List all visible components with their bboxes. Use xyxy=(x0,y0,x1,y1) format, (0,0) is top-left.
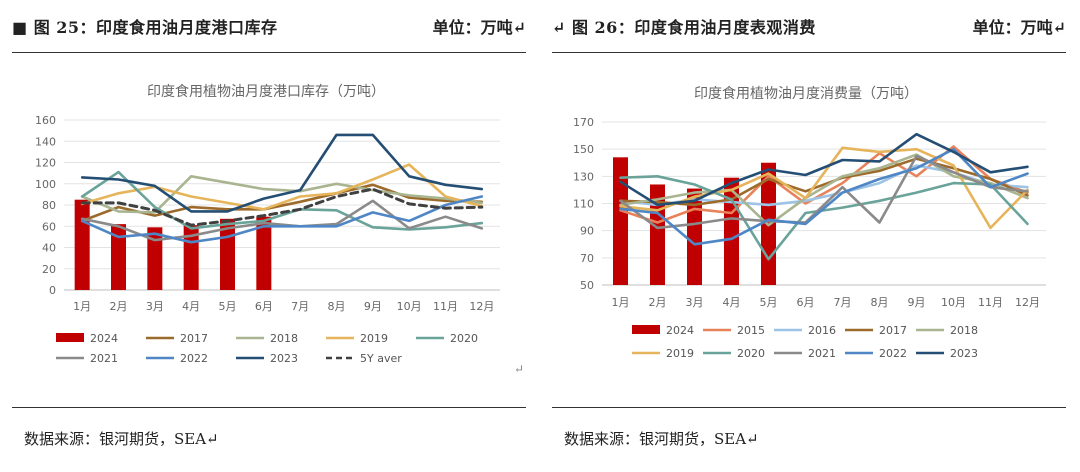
legend-label: 2020 xyxy=(450,332,478,345)
legend-label: 2022 xyxy=(180,352,208,365)
chart-title: 印度食用植物油月度港口库存（万吨） xyxy=(147,83,385,100)
x-tick-label: 10月 xyxy=(397,300,422,313)
series-line-2023 xyxy=(619,132,1029,207)
series-line-2021 xyxy=(80,199,484,242)
y-tick-label: 110 xyxy=(573,198,594,211)
x-tick-label: 11月 xyxy=(978,296,1003,309)
legend-label: 2017 xyxy=(879,324,907,337)
y-tick-label: 170 xyxy=(573,116,594,129)
x-tick-label: 3月 xyxy=(146,300,164,313)
legend-label: 2024 xyxy=(90,332,118,345)
y-tick-label: 160 xyxy=(35,114,56,127)
x-tick-label: 6月 xyxy=(797,296,815,309)
x-tick-label: 11月 xyxy=(433,300,458,313)
bar xyxy=(147,227,163,290)
x-tick-label: 1月 xyxy=(612,296,630,309)
legend-label: 2018 xyxy=(270,332,298,345)
y-tick-label: 100 xyxy=(35,178,56,191)
left-figure-panel: ■ 图 25：印度食用油月度港口库存 单位：万吨↵ 印度食用植物油月度港口库存（… xyxy=(12,10,526,448)
legend-label: 2021 xyxy=(90,352,118,365)
left-figure-header: ■ 图 25：印度食用油月度港口库存 单位：万吨↵ xyxy=(12,10,526,42)
y-tick-label: 140 xyxy=(35,135,56,148)
legend-label: 2024 xyxy=(666,324,694,337)
left-top-rule xyxy=(12,52,526,53)
y-tick-label: 60 xyxy=(42,220,56,233)
x-tick-label: 5月 xyxy=(219,300,237,313)
y-tick-label: 150 xyxy=(573,143,594,156)
legend-label: 5Y aver xyxy=(360,352,402,365)
right-figure-source: 数据来源：银河期货，SEA↵ xyxy=(564,430,759,448)
legend-swatch xyxy=(56,333,84,342)
legend-label: 2016 xyxy=(808,324,836,337)
y-tick-label: 20 xyxy=(42,263,56,276)
series-line-2017 xyxy=(619,157,1029,207)
legend-label: 2022 xyxy=(879,347,907,360)
x-tick-label: 6月 xyxy=(255,300,273,313)
y-tick-label: 90 xyxy=(580,225,594,238)
left-bottom-rule xyxy=(12,407,526,408)
left-figure-source: 数据来源：银河期货，SEA↵ xyxy=(24,430,219,448)
x-tick-label: 9月 xyxy=(364,300,382,313)
x-tick-label: 7月 xyxy=(291,300,309,313)
series-line-5Y-aver xyxy=(80,187,484,227)
y-tick-label: 50 xyxy=(580,279,594,292)
left-figure-title: ■ 图 25：印度食用油月度港口库存 xyxy=(12,18,278,37)
x-tick-label: 8月 xyxy=(871,296,889,309)
right-figure-title: ↵ 图 26：印度食用油月度表观消费 xyxy=(552,18,816,37)
bar xyxy=(74,199,90,290)
legend-label: 2017 xyxy=(180,332,208,345)
x-tick-label: 2月 xyxy=(110,300,128,313)
right-bottom-rule xyxy=(552,407,1066,408)
right-top-rule xyxy=(552,52,1066,53)
right-figure-panel: ↵ 图 26：印度食用油月度表观消费 单位：万吨↵ 印度食用植物油月度消费量（万… xyxy=(540,0,1080,472)
series-line-2018 xyxy=(80,175,484,214)
legend-swatch xyxy=(632,325,660,334)
x-tick-label: 4月 xyxy=(723,296,741,309)
legend-label: 2023 xyxy=(270,352,298,365)
series-line-2020 xyxy=(80,170,484,231)
x-tick-label: 12月 xyxy=(1015,296,1040,309)
bar xyxy=(687,188,702,285)
x-tick-label: 10月 xyxy=(941,296,966,309)
legend-label: 2018 xyxy=(950,324,978,337)
y-tick-label: 40 xyxy=(42,242,56,255)
paragraph-mark-icon: ↵ xyxy=(514,362,525,376)
legend-label: 2019 xyxy=(666,347,694,360)
x-tick-label: 4月 xyxy=(182,300,200,313)
x-tick-label: 3月 xyxy=(686,296,704,309)
series-line-2020 xyxy=(619,175,1029,261)
bar xyxy=(256,216,272,290)
chart-title: 印度食用植物油月度消费量（万吨） xyxy=(694,85,918,102)
x-tick-label: 9月 xyxy=(908,296,926,309)
series-line-2021 xyxy=(619,154,1029,230)
right-figure-header: ↵ 图 26：印度食用油月度表观消费 单位：万吨↵ xyxy=(552,10,1066,42)
series-line-2017 xyxy=(80,183,484,223)
x-tick-label: 1月 xyxy=(73,300,91,313)
legend-label: 2020 xyxy=(737,347,765,360)
legend-label: 2021 xyxy=(808,347,836,360)
x-tick-label: 2月 xyxy=(649,296,667,309)
series-line-2023 xyxy=(80,133,484,213)
series-line-2019 xyxy=(80,163,484,211)
x-tick-label: 12月 xyxy=(469,300,494,313)
port-inventory-chart: 印度食用植物油月度港口库存（万吨） 0 20 40 60 80 100 120 140 160 1月… xyxy=(35,83,500,365)
y-tick-label: 120 xyxy=(35,157,56,170)
legend-label: 2019 xyxy=(360,332,388,345)
bar xyxy=(111,224,126,290)
left-figure-unit: 单位：万吨↵ xyxy=(432,18,526,37)
y-tick-label: 70 xyxy=(580,252,594,265)
y-tick-label: 80 xyxy=(42,199,56,212)
x-tick-label: 8月 xyxy=(328,300,346,313)
x-tick-label: 7月 xyxy=(834,296,852,309)
bar xyxy=(613,157,628,285)
right-figure-unit: 单位：万吨↵ xyxy=(972,18,1066,37)
legend-label: 2015 xyxy=(737,324,765,337)
series-line-2022 xyxy=(80,195,484,244)
consumption-chart: 印度食用植物油月度消费量（万吨） 50 70 90 110 130 150 170 1月 2月 3月… xyxy=(573,85,1046,360)
legend-label: 2023 xyxy=(950,347,978,360)
series-line-2015 xyxy=(619,145,1029,224)
y-tick-label: 130 xyxy=(573,170,594,183)
x-tick-label: 5月 xyxy=(760,296,778,309)
y-tick-label: 0 xyxy=(49,284,56,297)
